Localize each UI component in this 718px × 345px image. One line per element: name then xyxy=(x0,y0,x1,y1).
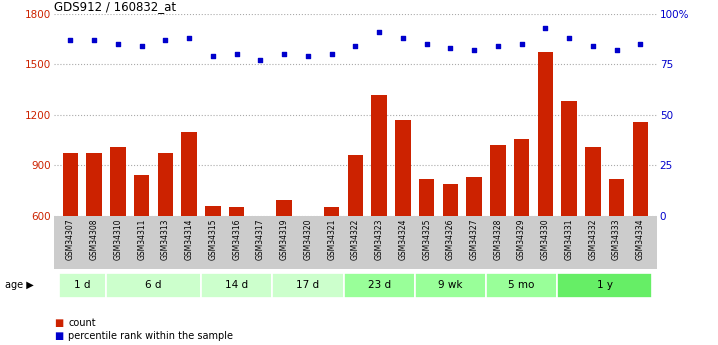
Point xyxy=(136,43,147,49)
Bar xyxy=(276,200,292,317)
Point xyxy=(421,41,432,47)
Bar xyxy=(538,52,553,317)
Point xyxy=(302,53,314,59)
Bar xyxy=(62,152,78,317)
Text: GSM34316: GSM34316 xyxy=(232,218,241,260)
Point xyxy=(492,43,503,49)
Text: GSM34314: GSM34314 xyxy=(185,218,194,260)
Point xyxy=(540,25,551,31)
Bar xyxy=(272,273,343,298)
Text: GSM34320: GSM34320 xyxy=(304,218,312,260)
Point xyxy=(88,37,100,43)
Text: ■: ■ xyxy=(54,318,63,327)
Bar xyxy=(324,207,340,317)
Bar xyxy=(633,122,648,317)
Bar xyxy=(609,179,625,317)
Text: 9 wk: 9 wk xyxy=(438,280,462,290)
Text: age ▶: age ▶ xyxy=(5,280,34,290)
Text: 6 d: 6 d xyxy=(145,280,162,290)
Bar xyxy=(490,145,505,317)
Text: GSM34322: GSM34322 xyxy=(351,218,360,260)
Text: GSM34330: GSM34330 xyxy=(541,218,550,260)
Text: 5 mo: 5 mo xyxy=(508,280,535,290)
Point xyxy=(112,41,123,47)
Point xyxy=(611,47,623,53)
Text: GSM34328: GSM34328 xyxy=(493,218,503,260)
Text: GSM34327: GSM34327 xyxy=(470,218,479,260)
Point xyxy=(397,35,409,41)
Bar xyxy=(486,273,557,298)
Point xyxy=(65,37,76,43)
Text: GSM34311: GSM34311 xyxy=(137,218,146,260)
Text: percentile rank within the sample: percentile rank within the sample xyxy=(68,332,233,341)
Bar xyxy=(348,155,363,317)
Bar xyxy=(106,273,201,298)
Text: GSM34315: GSM34315 xyxy=(208,218,218,260)
Bar xyxy=(419,179,434,317)
Bar xyxy=(561,101,577,317)
Bar xyxy=(201,273,272,298)
Point xyxy=(231,51,243,57)
Text: GSM34310: GSM34310 xyxy=(113,218,123,260)
Point xyxy=(255,58,266,63)
Bar xyxy=(443,184,458,317)
Point xyxy=(516,41,527,47)
Text: GSM34321: GSM34321 xyxy=(327,218,336,260)
Bar xyxy=(134,175,149,317)
Bar xyxy=(300,216,316,317)
Text: GSM34307: GSM34307 xyxy=(66,218,75,260)
Point xyxy=(184,35,195,41)
Text: GSM34323: GSM34323 xyxy=(375,218,383,260)
Point xyxy=(279,51,290,57)
Text: 14 d: 14 d xyxy=(225,280,248,290)
Point xyxy=(326,51,337,57)
Bar xyxy=(229,207,244,317)
Point xyxy=(208,53,219,59)
Text: GSM34326: GSM34326 xyxy=(446,218,455,260)
Point xyxy=(468,47,480,53)
Point xyxy=(350,43,361,49)
Bar xyxy=(585,147,600,317)
Bar xyxy=(395,120,411,317)
Bar xyxy=(415,273,486,298)
Bar xyxy=(158,154,173,317)
Text: GSM34331: GSM34331 xyxy=(564,218,574,260)
Text: 17 d: 17 d xyxy=(297,280,320,290)
Text: GSM34332: GSM34332 xyxy=(588,218,597,260)
Bar xyxy=(182,131,197,317)
Text: GSM34308: GSM34308 xyxy=(90,218,98,260)
Point xyxy=(587,43,599,49)
Text: GSM34319: GSM34319 xyxy=(280,218,289,260)
Point xyxy=(373,29,385,35)
Bar xyxy=(205,206,220,317)
Text: GSM34317: GSM34317 xyxy=(256,218,265,260)
Text: GSM34333: GSM34333 xyxy=(612,218,621,260)
Text: GSM34324: GSM34324 xyxy=(398,218,407,260)
Bar xyxy=(557,273,652,298)
Text: count: count xyxy=(68,318,95,327)
Bar xyxy=(111,147,126,317)
Bar xyxy=(343,273,415,298)
Text: GSM34313: GSM34313 xyxy=(161,218,170,260)
Bar xyxy=(253,216,268,317)
Bar xyxy=(86,154,102,317)
Point xyxy=(564,35,575,41)
Text: GDS912 / 160832_at: GDS912 / 160832_at xyxy=(54,0,176,13)
Text: GSM34325: GSM34325 xyxy=(422,218,431,260)
Point xyxy=(635,41,646,47)
Point xyxy=(444,45,456,51)
Text: 1 d: 1 d xyxy=(74,280,90,290)
Text: 23 d: 23 d xyxy=(368,280,391,290)
Bar xyxy=(514,139,529,317)
Text: GSM34334: GSM34334 xyxy=(636,218,645,260)
Bar xyxy=(467,177,482,317)
Bar xyxy=(371,95,387,317)
Bar xyxy=(59,273,106,298)
Text: ■: ■ xyxy=(54,332,63,341)
Text: 1 y: 1 y xyxy=(597,280,612,290)
Text: GSM34329: GSM34329 xyxy=(517,218,526,260)
Point xyxy=(159,37,171,43)
